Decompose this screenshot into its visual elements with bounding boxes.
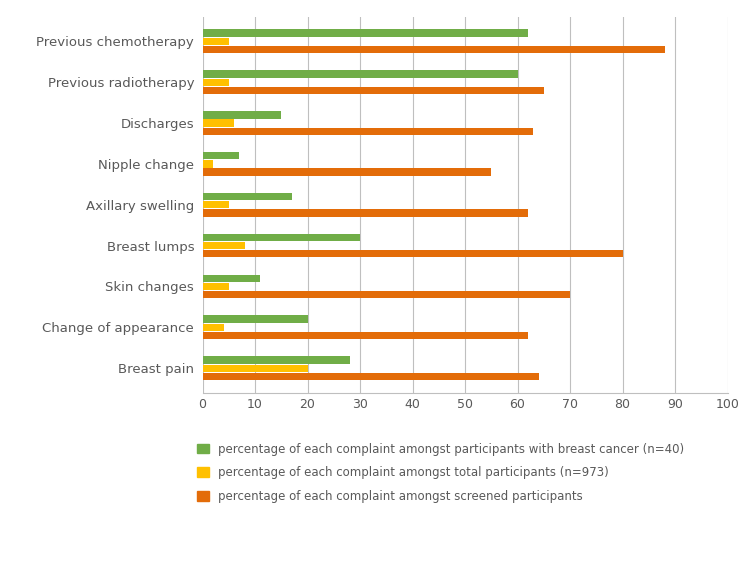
Bar [202, 242, 244, 249]
Bar [202, 201, 229, 209]
Bar [202, 152, 239, 159]
Bar [202, 46, 664, 53]
Bar [202, 332, 528, 339]
Legend: percentage of each complaint amongst participants with breast cancer (n=40), per: percentage of each complaint amongst par… [192, 438, 688, 508]
Bar [202, 38, 229, 45]
Bar [202, 30, 528, 37]
Bar [202, 168, 491, 176]
Bar [202, 87, 544, 94]
Bar [202, 250, 622, 257]
Bar [202, 111, 281, 118]
Bar [202, 291, 570, 298]
Bar [202, 70, 518, 78]
Bar [202, 373, 538, 380]
Bar [202, 193, 292, 200]
Bar [202, 127, 533, 135]
Bar [202, 275, 260, 282]
Bar [202, 283, 229, 290]
Bar [202, 324, 223, 331]
Bar [202, 315, 308, 323]
Bar [202, 160, 213, 168]
Bar [202, 234, 360, 241]
Bar [202, 356, 350, 364]
Bar [202, 365, 308, 372]
Bar [202, 119, 234, 127]
Bar [202, 79, 229, 86]
Bar [202, 209, 528, 217]
